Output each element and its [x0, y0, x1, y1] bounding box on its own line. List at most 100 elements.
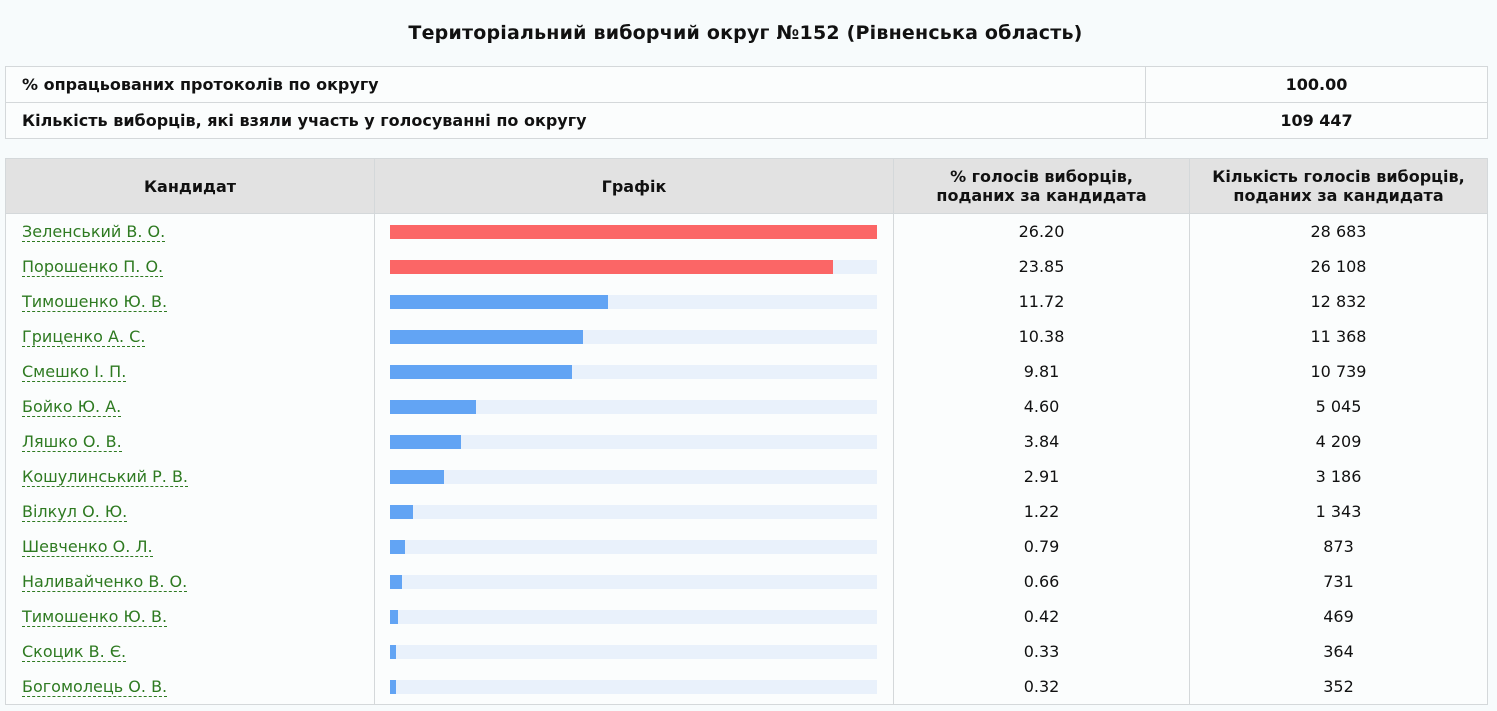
percent-cell: 0.32	[893, 669, 1190, 705]
summary-label: Кількість виборців, які взяли участь у г…	[5, 102, 1146, 139]
chart-cell	[374, 213, 894, 249]
summary-value: 109 447	[1145, 102, 1488, 139]
bar-track	[390, 644, 877, 659]
bar-track	[390, 224, 877, 239]
count-cell: 5 045	[1189, 389, 1488, 424]
bar-track	[390, 679, 877, 694]
bar-track	[390, 364, 877, 379]
summary-table: % опрацьованих протоколів по округу 100.…	[5, 66, 1488, 139]
chart-cell	[374, 389, 894, 424]
candidate-link[interactable]: Кошулинський Р. В.	[22, 467, 188, 487]
bar-track	[390, 609, 877, 624]
percent-cell: 0.33	[893, 634, 1190, 669]
header-count: Кількість голосів виборців, поданих за к…	[1189, 158, 1488, 214]
bar-track	[390, 574, 877, 589]
chart-cell	[374, 459, 894, 494]
candidate-link[interactable]: Шевченко О. Л.	[22, 537, 153, 557]
count-cell: 10 739	[1189, 354, 1488, 389]
bar-track	[390, 329, 877, 344]
results-table: Кандидат Графік % голосів виборців, пода…	[5, 158, 1488, 705]
candidate-link[interactable]: Зеленський В. О.	[22, 222, 166, 242]
percent-cell: 10.38	[893, 319, 1190, 354]
table-row: Ляшко О. В. 3.84 4 209	[5, 424, 1488, 459]
candidate-link[interactable]: Бойко Ю. А.	[22, 397, 122, 417]
candidate-cell: Зеленський В. О.	[5, 213, 375, 249]
chart-cell	[374, 249, 894, 284]
candidate-cell: Вілкул О. Ю.	[5, 494, 375, 529]
candidate-cell: Тимошенко Ю. В.	[5, 284, 375, 319]
count-cell: 731	[1189, 564, 1488, 599]
percent-cell: 23.85	[893, 249, 1190, 284]
candidate-link[interactable]: Порошенко П. О.	[22, 257, 164, 277]
candidate-link[interactable]: Богомолець О. В.	[22, 677, 168, 697]
count-cell: 1 343	[1189, 494, 1488, 529]
percent-cell: 0.79	[893, 529, 1190, 564]
table-row: Вілкул О. Ю. 1.22 1 343	[5, 494, 1488, 529]
bar-fill	[390, 294, 608, 309]
count-cell: 3 186	[1189, 459, 1488, 494]
table-row: Скоцик В. Є. 0.33 364	[5, 634, 1488, 669]
candidate-link[interactable]: Тимошенко Ю. В.	[22, 607, 168, 627]
candidate-link[interactable]: Ляшко О. В.	[22, 432, 122, 452]
candidate-link[interactable]: Скоцик В. Є.	[22, 642, 127, 662]
bar-track	[390, 504, 877, 519]
header-count-text: Кількість голосів виборців, поданих за к…	[1212, 167, 1465, 205]
summary-value: 100.00	[1145, 66, 1488, 103]
chart-cell	[374, 354, 894, 389]
table-row: Шевченко О. Л. 0.79 873	[5, 529, 1488, 564]
percent-cell: 0.42	[893, 599, 1190, 634]
candidate-cell: Скоцик В. Є.	[5, 634, 375, 669]
chart-cell	[374, 284, 894, 319]
chart-cell	[374, 494, 894, 529]
candidate-link[interactable]: Тимошенко Ю. В.	[22, 292, 168, 312]
percent-cell: 1.22	[893, 494, 1190, 529]
percent-cell: 3.84	[893, 424, 1190, 459]
bar-fill	[390, 434, 462, 449]
header-chart: Графік	[374, 158, 894, 214]
candidate-cell: Кошулинський Р. В.	[5, 459, 375, 494]
table-row: Смешко І. П. 9.81 10 739	[5, 354, 1488, 389]
count-cell: 4 209	[1189, 424, 1488, 459]
count-cell: 12 832	[1189, 284, 1488, 319]
candidate-cell: Тимошенко Ю. В.	[5, 599, 375, 634]
summary-label: % опрацьованих протоколів по округу	[5, 66, 1146, 103]
bar-track	[390, 434, 877, 449]
table-row: Кошулинський Р. В. 2.91 3 186	[5, 459, 1488, 494]
header-candidate: Кандидат	[5, 158, 375, 214]
percent-cell: 26.20	[893, 213, 1190, 249]
candidate-link[interactable]: Наливайченко В. О.	[22, 572, 188, 592]
count-cell: 26 108	[1189, 249, 1488, 284]
count-cell: 469	[1189, 599, 1488, 634]
bar-track	[390, 259, 877, 274]
candidate-link[interactable]: Смешко І. П.	[22, 362, 127, 382]
bar-fill	[390, 609, 398, 624]
chart-cell	[374, 599, 894, 634]
candidate-cell: Наливайченко В. О.	[5, 564, 375, 599]
table-row: Зеленський В. О. 26.20 28 683	[5, 213, 1488, 249]
percent-cell: 11.72	[893, 284, 1190, 319]
candidate-link[interactable]: Гриценко А. С.	[22, 327, 146, 347]
bar-fill	[390, 259, 834, 274]
candidate-cell: Гриценко А. С.	[5, 319, 375, 354]
bar-fill	[390, 504, 413, 519]
table-row: Тимошенко Ю. В. 11.72 12 832	[5, 284, 1488, 319]
header-percent-text: % голосів виборців, поданих за кандидата	[936, 167, 1147, 205]
percent-cell: 9.81	[893, 354, 1190, 389]
count-cell: 873	[1189, 529, 1488, 564]
table-row: Порошенко П. О. 23.85 26 108	[5, 249, 1488, 284]
page-title: Територіальний виборчий округ №152 (Рівн…	[408, 22, 1083, 44]
bar-fill	[390, 224, 877, 239]
table-row: Богомолець О. В. 0.32 352	[5, 669, 1488, 705]
table-row: Тимошенко Ю. В. 0.42 469	[5, 599, 1488, 634]
summary-row-protocols: % опрацьованих протоколів по округу 100.…	[5, 66, 1488, 103]
candidate-link[interactable]: Вілкул О. Ю.	[22, 502, 128, 522]
bar-fill	[390, 644, 397, 659]
bar-track	[390, 294, 877, 309]
count-cell: 11 368	[1189, 319, 1488, 354]
bar-track	[390, 399, 877, 414]
bar-fill	[390, 679, 396, 694]
candidate-cell: Ляшко О. В.	[5, 424, 375, 459]
candidate-cell: Порошенко П. О.	[5, 249, 375, 284]
candidate-cell: Богомолець О. В.	[5, 669, 375, 705]
chart-cell	[374, 634, 894, 669]
